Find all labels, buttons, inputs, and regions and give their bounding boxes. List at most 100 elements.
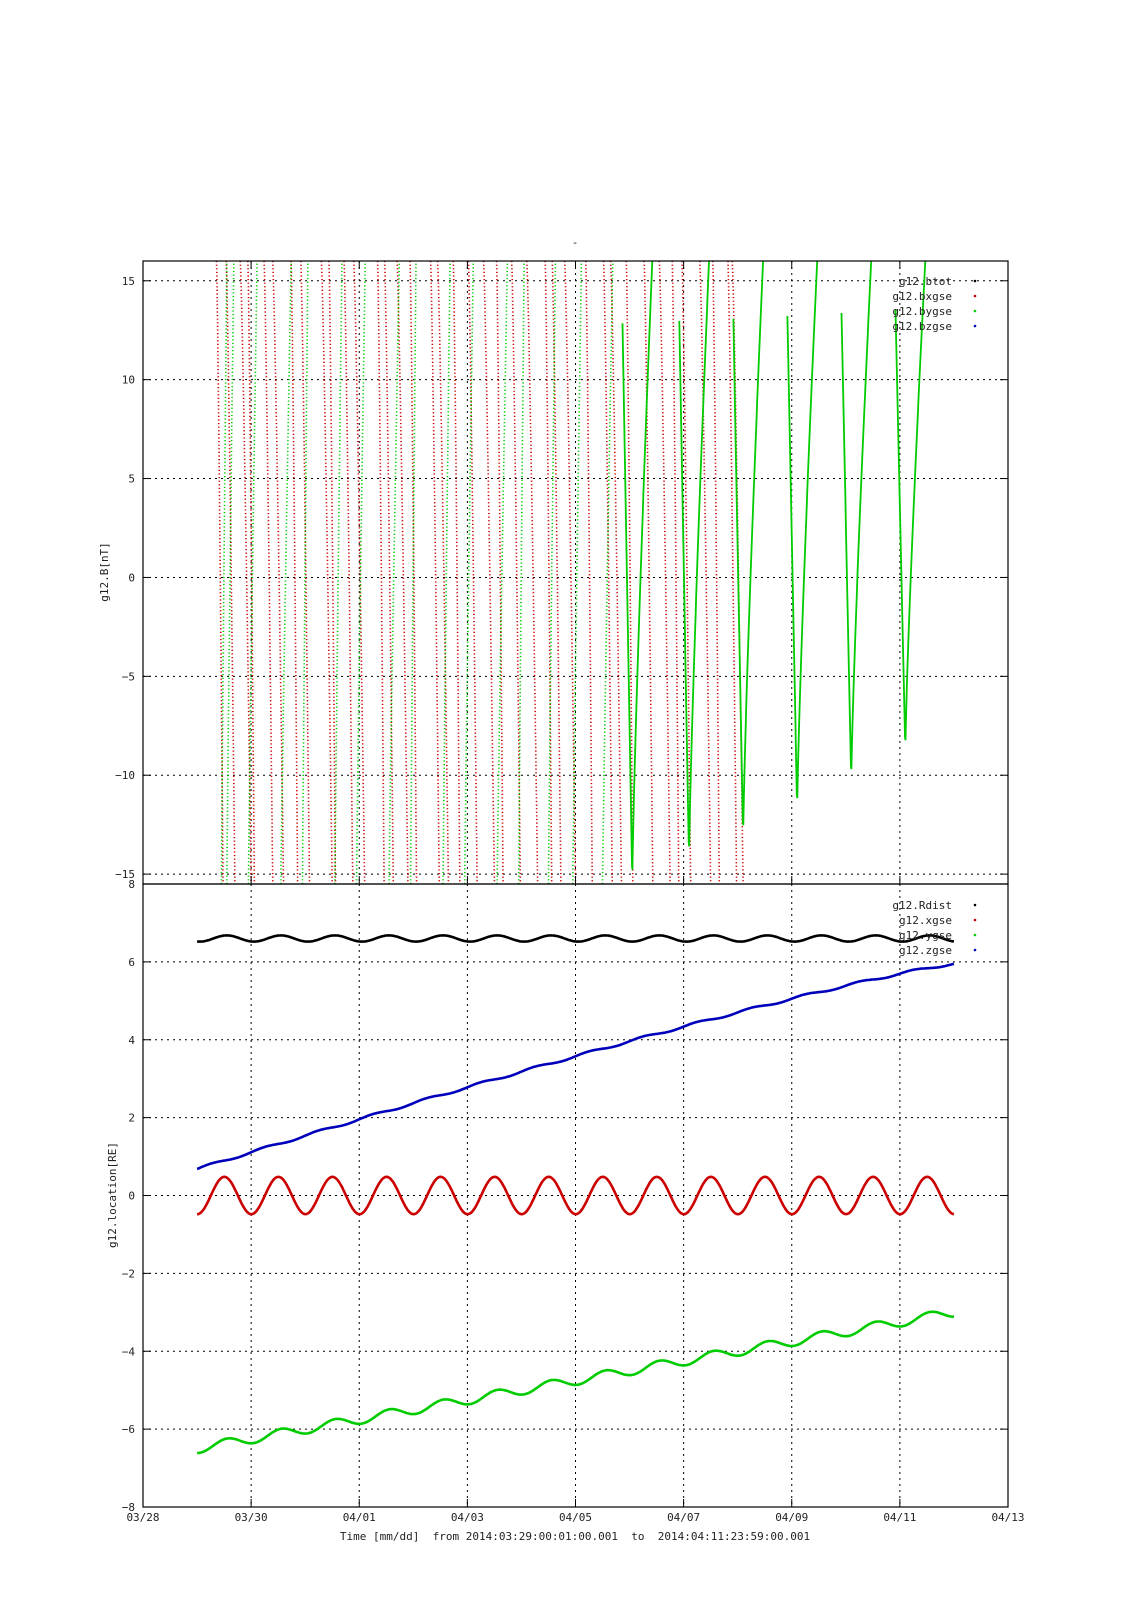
legend-label: g12.ygse [899, 929, 952, 942]
zgse-line [196, 962, 955, 1171]
bx-trace [290, 260, 299, 885]
bx-trace [712, 260, 721, 885]
legend-marker [973, 279, 977, 283]
legend-label: g12.bzgse [892, 320, 952, 333]
by-trace [334, 260, 343, 885]
x-tick-label: 04/11 [883, 1511, 916, 1524]
top-grid [143, 261, 1008, 884]
bx-trace [300, 260, 311, 885]
y-tick-label: −10 [115, 769, 135, 782]
bx-trace [671, 260, 680, 885]
y-tick-label: −8 [122, 1501, 135, 1514]
bx-trace [495, 260, 504, 885]
bx-trace [383, 260, 395, 885]
x-tick-label: 04/01 [343, 1511, 376, 1524]
bx-trace [482, 260, 496, 885]
bx-trace [376, 260, 385, 885]
x-tick-label: 04/09 [775, 1511, 808, 1524]
x-axis-label: Time [mm/dd] from 2014:03:29:00:01:00.00… [340, 1530, 810, 1543]
y-tick-label: 2 [128, 1112, 135, 1125]
bx-trace [239, 260, 252, 885]
bx-trace [409, 260, 418, 885]
x-tick-label: 04/05 [559, 1511, 592, 1524]
x-tick-label: 04/03 [451, 1511, 484, 1524]
legend-label: g12.bxgse [892, 290, 952, 303]
y-tick-label: −5 [122, 670, 135, 683]
by-cusp [621, 260, 654, 870]
legend-marker [973, 903, 977, 907]
by-trace [226, 260, 235, 885]
bx-trace [643, 260, 654, 885]
y-tick-label: 15 [122, 275, 135, 288]
by-trace [247, 260, 258, 885]
bx-trace [544, 260, 553, 885]
bx-trace [551, 260, 562, 885]
legend-marker [973, 918, 977, 922]
legend-label: g12.Rdist [892, 899, 952, 912]
bx-trace [609, 260, 623, 885]
bx-trace [272, 260, 285, 885]
top-legend: g12.btot g12.bxgse g12.bygse g12.bzgse [892, 275, 977, 333]
bx-trace [263, 260, 274, 885]
legend-marker [973, 324, 977, 328]
top-mark: - [572, 236, 579, 249]
x-tick-label: 03/28 [126, 1511, 159, 1524]
bx-trace [727, 260, 738, 885]
legend-marker [973, 309, 977, 313]
bx-trace [658, 260, 671, 885]
by-cusp [894, 260, 927, 741]
bx-trace [585, 260, 594, 885]
legend-label: g12.zgse [899, 944, 952, 957]
bx-trace [467, 260, 478, 885]
y-tick-label: 0 [128, 571, 135, 584]
bottom-grid [143, 884, 1008, 1507]
y-tick-label: −15 [115, 868, 135, 881]
legend-label: g12.xgse [899, 914, 952, 927]
by-trace [280, 260, 292, 885]
bx-trace [625, 260, 634, 885]
y-tick-label: 10 [122, 374, 135, 387]
by-cusp [840, 260, 873, 770]
y-tick-label: 4 [128, 1034, 135, 1047]
by-trace [220, 260, 228, 885]
legend-marker [973, 948, 977, 952]
panel-location: −8 −6 −4 −2 0 2 4 6 8 g12.location[RE] g12.Rdist… [106, 878, 1025, 1543]
y-tick-label: 8 [128, 878, 135, 891]
bx-trace [328, 260, 337, 885]
bottom-ticks: −8 −6 −4 −2 0 2 4 6 8 [122, 878, 1008, 1514]
legend-label: g12.bygse [892, 305, 952, 318]
by-trace [572, 260, 583, 885]
bx-trace [320, 260, 333, 885]
by-trace [496, 260, 509, 885]
bx-trace [343, 260, 354, 885]
bx-trace [396, 260, 409, 885]
legend-marker [973, 933, 977, 937]
ygse-line [197, 1310, 954, 1455]
bx-trace [215, 260, 224, 885]
bx-trace [452, 260, 461, 885]
legend-marker [973, 294, 977, 298]
bottom-legend: g12.Rdist g12.xgse g12.ygse g12.zgse [892, 899, 977, 957]
bx-trace [429, 260, 441, 885]
bx-trace [510, 260, 522, 885]
y-tick-label: 6 [128, 956, 135, 969]
bottom-ylabel: g12.location[RE] [106, 1142, 119, 1248]
x-tick-label: 04/13 [991, 1511, 1024, 1524]
bottom-data [196, 934, 955, 1455]
bx-trace [526, 260, 539, 885]
bx-trace [225, 260, 236, 885]
rdist-line [197, 934, 955, 943]
by-trace [388, 260, 401, 885]
by-trace [463, 260, 475, 885]
top-data [215, 260, 927, 885]
by-trace [409, 260, 417, 885]
by-trace [301, 260, 309, 885]
y-tick-label: 5 [128, 473, 135, 486]
bx-trace [602, 260, 614, 885]
bx-trace [247, 260, 256, 885]
by-trace [547, 260, 557, 885]
bx-trace [436, 260, 450, 885]
top-ticks: −15 −10 −5 0 5 10 15 [115, 261, 1009, 884]
bx-trace [563, 260, 577, 885]
